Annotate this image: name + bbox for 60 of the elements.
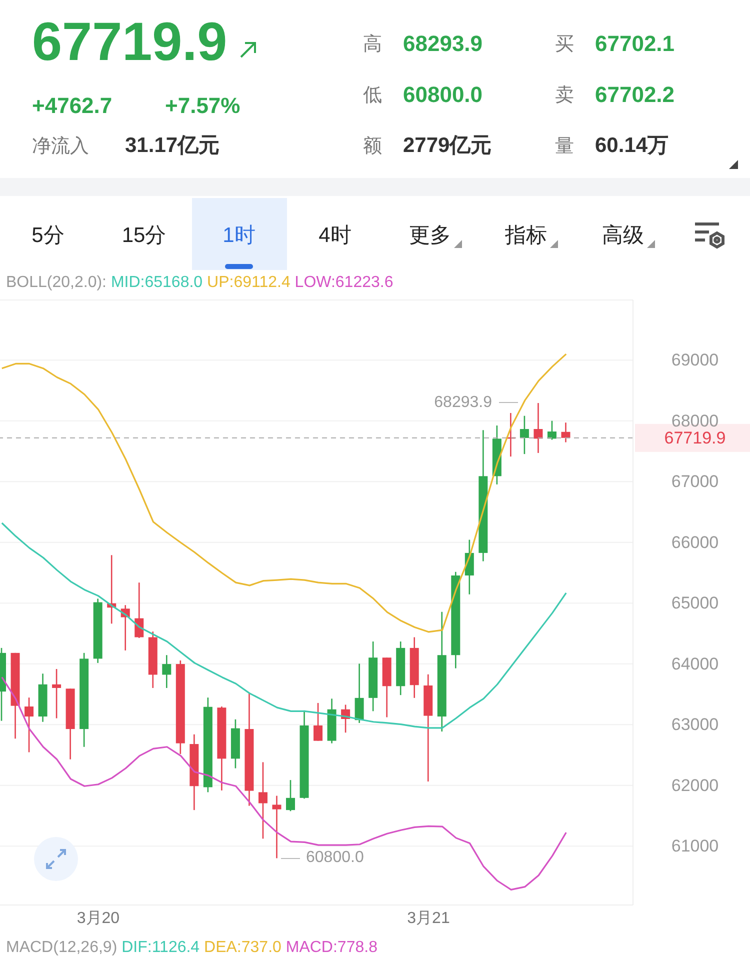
annotation: 60800.0 [306,848,364,868]
text: 更多 [408,223,452,249]
line-series [1,522,567,729]
candlestick [52,668,62,719]
candlestick [520,415,529,455]
text: DIF:1126.4 [122,939,201,956]
y-tick-label: 65000 [671,594,719,613]
candlestick [354,663,364,724]
candlestick [314,702,323,742]
text: 净流入 [32,135,89,159]
text: 高 [363,33,382,57]
y-tick-label: 66000 [671,532,719,552]
text: 60800.0 [403,81,483,109]
text: 67702.1 [595,30,675,58]
chart-title: 67719.9 [32,11,228,74]
x-tick-label: 3月21 [407,910,450,927]
text: 低 [363,84,382,108]
text: 额 [363,135,382,159]
candlestick [162,654,172,689]
text: DEA:737.0 [204,939,282,956]
text: MACD:778.8 [286,939,378,956]
text: MACD(12,26,9) [6,939,118,956]
y-tick-label: 62000 [671,776,719,795]
text: 量 [555,135,574,159]
text: 买 [555,33,574,57]
candlestick [534,402,543,454]
y-tick-label: 68000 [671,411,719,430]
y-tick-label: 67000 [671,472,719,492]
candlestick [561,422,570,443]
ref-line-label: 67719.9 [664,428,726,448]
y-tick-label: 64000 [671,654,719,674]
text: +7.57% [165,92,240,120]
text: 指标 [504,223,548,249]
candlestick [258,762,268,840]
y-tick-label: 61000 [671,836,719,856]
y-tick-label: 63000 [671,715,719,734]
candlestick [24,696,34,753]
text: 高级 [601,223,645,249]
text: +4762.7 [32,92,112,120]
text: 31.17亿元 [125,133,220,159]
text: 4时 [318,223,352,249]
y-tick-label: 69000 [671,350,719,370]
text: 60.14万 [595,133,669,159]
candlestick [547,420,556,440]
annotation: 68293.9 [434,393,492,413]
legend-title: BOLL(20,2.0): [6,274,108,291]
line-series [1,353,567,633]
candlestick [272,795,282,859]
text: MID:65168.0 [110,274,204,291]
text: 15分 [120,223,168,249]
text: 卖 [555,84,574,108]
text: 67702.2 [595,81,675,109]
text: 1时 [222,223,256,249]
candlestick [286,779,295,812]
x-tick-label: 3月20 [76,910,120,927]
text: 2779亿元 [403,133,492,159]
text: 68293.9 [403,30,483,58]
text: LOW:61223.6 [294,274,394,291]
text: UP:69112.4 [207,274,292,291]
text: 5分 [30,223,66,249]
